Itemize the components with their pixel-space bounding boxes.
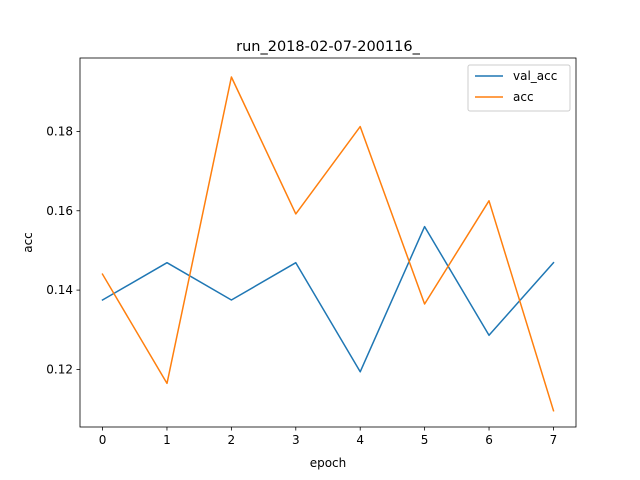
x-tick-label: 1 xyxy=(163,433,171,447)
chart-title: run_2018-02-07-200116_ xyxy=(236,39,420,55)
x-tick-label: 3 xyxy=(292,433,300,447)
series-line-acc xyxy=(101,76,555,412)
y-tick-label: 0.12 xyxy=(46,362,73,376)
x-tick-label: 7 xyxy=(550,433,558,447)
x-tick-label: 5 xyxy=(421,433,429,447)
y-tick-label: 0.14 xyxy=(46,283,73,297)
legend-label-acc: acc xyxy=(513,90,534,104)
legend-label-val-acc: val_acc xyxy=(513,69,557,83)
x-tick-label: 4 xyxy=(356,433,364,447)
x-tick-label: 0 xyxy=(99,433,107,447)
y-tick-label: 0.18 xyxy=(46,124,73,138)
x-axis-label: epoch xyxy=(310,456,347,470)
series-line-val-acc xyxy=(101,225,555,373)
x-tick-label: 6 xyxy=(485,433,493,447)
plot-area: 0 1 2 3 4 5 6 7 0.12 0.14 0.16 0.18 xyxy=(46,76,558,447)
x-tick-label: 2 xyxy=(228,433,236,447)
y-tick-label: 0.16 xyxy=(46,204,73,218)
axes-frame xyxy=(79,57,577,428)
y-axis-label: acc xyxy=(21,232,35,253)
